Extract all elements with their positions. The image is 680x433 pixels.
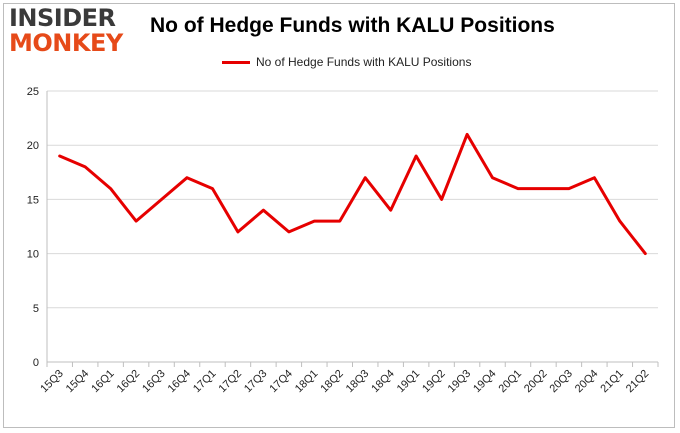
x-tick-label: 21Q1 xyxy=(598,368,626,396)
x-tick-label: 20Q2 xyxy=(522,368,550,396)
x-tick-label: 21Q2 xyxy=(624,368,652,396)
logo-line-1: INSIDER xyxy=(9,4,116,32)
x-tick-label: 19Q4 xyxy=(471,368,499,396)
x-tick-label: 19Q3 xyxy=(446,368,474,396)
x-tick-label: 17Q3 xyxy=(242,368,270,396)
x-tick-label: 16Q4 xyxy=(166,368,194,396)
x-tick-label: 18Q3 xyxy=(344,368,372,396)
x-tick-label: 18Q4 xyxy=(369,368,397,396)
x-tick-label: 16Q2 xyxy=(115,368,143,396)
x-tick-label: 17Q4 xyxy=(267,368,295,396)
x-tick-label: 20Q4 xyxy=(573,368,601,396)
x-tick-label: 17Q2 xyxy=(217,368,245,396)
y-tick-label: 25 xyxy=(27,86,39,98)
x-tick-label: 15Q4 xyxy=(64,368,92,396)
x-tick-label: 19Q2 xyxy=(420,368,448,396)
x-tick-label: 19Q1 xyxy=(395,368,423,396)
y-tick-label: 20 xyxy=(27,140,39,152)
chart-legend: No of Hedge Funds with KALU Positions xyxy=(222,55,471,69)
x-tick-labels: 15Q315Q416Q116Q216Q316Q417Q117Q217Q317Q4… xyxy=(38,368,651,396)
axes xyxy=(46,91,659,367)
x-tick-label: 18Q1 xyxy=(293,368,321,396)
x-tick-label: 17Q1 xyxy=(191,368,219,396)
y-tick-label: 10 xyxy=(27,249,39,261)
y-tick-label: 0 xyxy=(33,357,39,369)
legend-swatch xyxy=(222,60,250,64)
x-tick-label: 15Q3 xyxy=(38,368,66,396)
x-tick-label: 16Q3 xyxy=(140,368,168,396)
x-tick-label: 20Q1 xyxy=(497,368,525,396)
series-line xyxy=(58,132,647,256)
chart-frame xyxy=(3,3,675,428)
logo-line-2: MONKEY xyxy=(9,29,123,57)
insider-monkey-logo: INSIDER MONKEY xyxy=(9,6,129,55)
series-lines xyxy=(58,132,647,256)
x-tick-label: 18Q2 xyxy=(318,368,346,396)
chart-title: No of Hedge Funds with KALU Positions xyxy=(150,14,555,37)
y-tick-labels: 0 5 10 15 20 25 xyxy=(27,86,39,369)
x-tick-label: 16Q1 xyxy=(89,368,117,396)
legend-label: No of Hedge Funds with KALU Positions xyxy=(256,55,472,69)
x-tick-label: 20Q3 xyxy=(547,368,575,396)
y-tick-label: 15 xyxy=(27,194,39,206)
y-tick-label: 5 xyxy=(33,303,39,315)
